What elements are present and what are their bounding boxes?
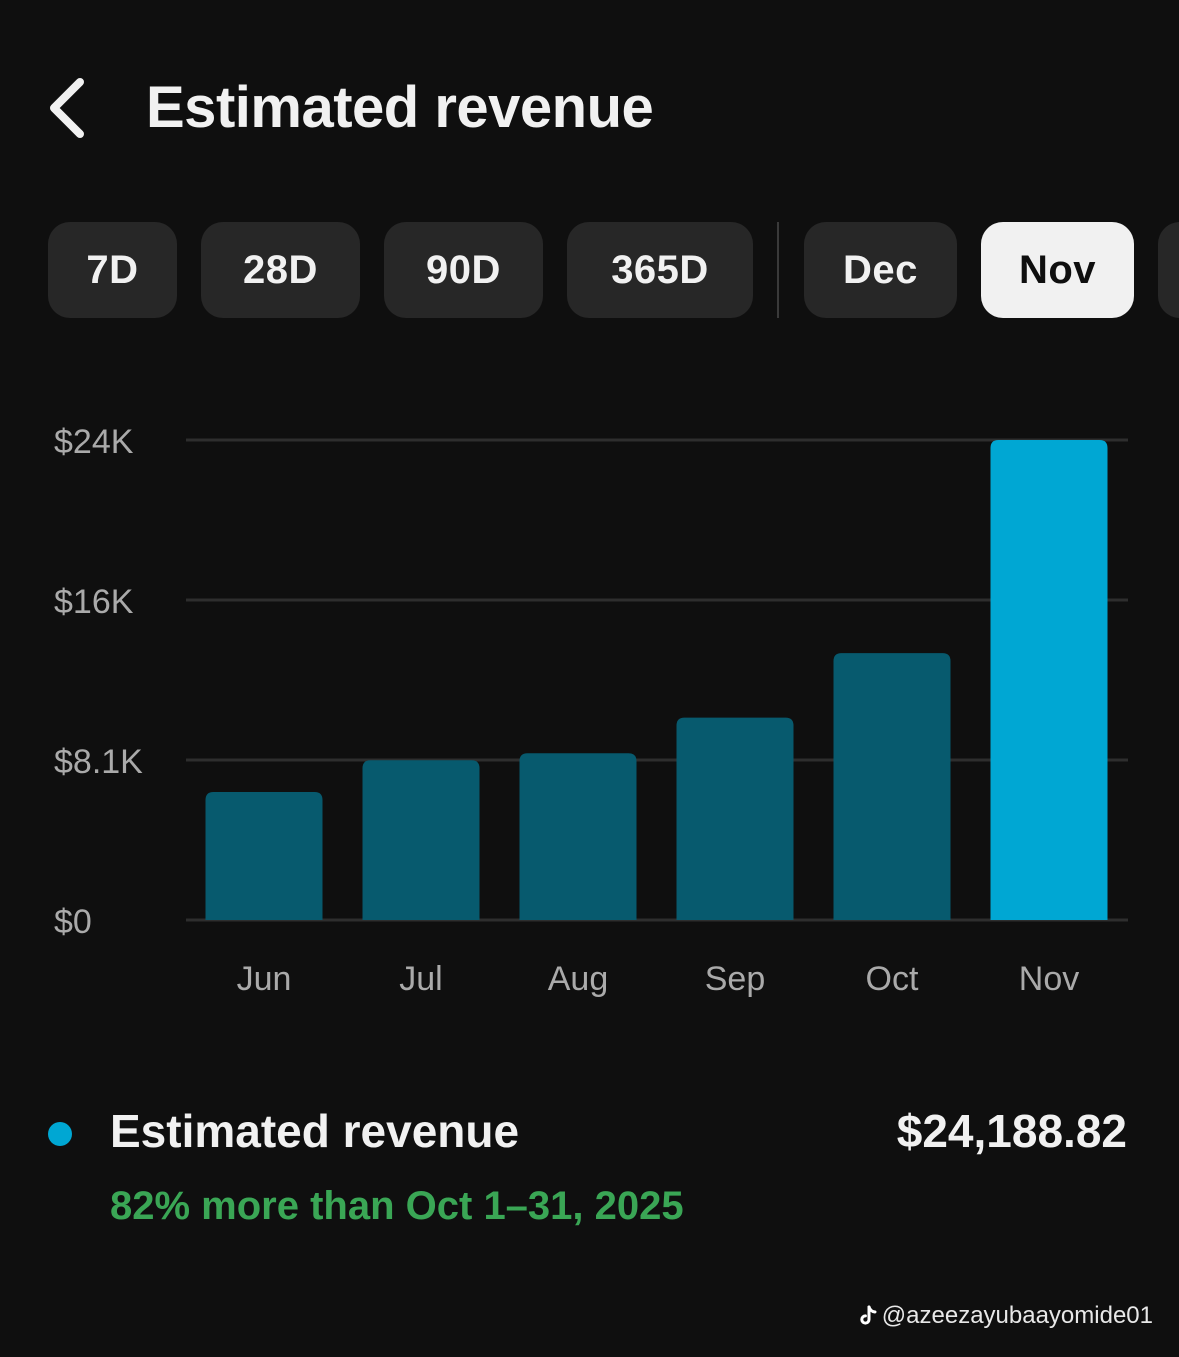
y-tick-label: $8.1K: [54, 743, 143, 781]
legend-value: $24,188.82: [896, 1105, 1127, 1157]
chip-nov[interactable]: Nov: [981, 222, 1134, 318]
x-tick-label: Jun: [237, 960, 292, 998]
x-tick-label: Oct: [866, 960, 919, 998]
bar-nov: [990, 440, 1108, 920]
chip-7d[interactable]: 7D: [48, 222, 177, 318]
page-title: Estimated revenue: [146, 75, 654, 140]
legend-dot: [48, 1122, 72, 1146]
x-tick-label: Aug: [548, 960, 609, 998]
period-selector: 7D 28D 90D 365D Dec Nov: [0, 222, 1179, 318]
chip-next-partial[interactable]: [1158, 222, 1179, 318]
chip-90d[interactable]: 90D: [384, 222, 543, 318]
tiktok-icon: [860, 1305, 877, 1325]
chevron-left-icon: [50, 78, 84, 138]
legend-label: Estimated revenue: [110, 1105, 520, 1157]
x-tick-label: Jul: [399, 960, 442, 998]
bar-oct: [833, 653, 951, 920]
bar-jul: [362, 760, 480, 920]
y-tick-label: $0: [54, 903, 92, 941]
revenue-bar-chart: $0 $8.1K $16K $24K Jun Jul Aug Sep Oct Nov: [54, 423, 1128, 998]
bar-aug: [519, 753, 637, 920]
back-button[interactable]: [40, 70, 100, 146]
chip-28d[interactable]: 28D: [201, 222, 360, 318]
header: Estimated revenue: [0, 0, 1179, 200]
x-tick-label: Nov: [1019, 960, 1079, 998]
y-tick-label: $16K: [54, 583, 134, 621]
comparison-text: 82% more than Oct 1–31, 2025: [110, 1184, 684, 1228]
chip-dec[interactable]: Dec: [804, 222, 957, 318]
chip-365d[interactable]: 365D: [567, 222, 753, 318]
watermark: @azeezayubaayomide01: [858, 1302, 1153, 1330]
revenue-chart: $0 $8.1K $16K $24K Jun Jul Aug Sep Oct Nov: [0, 400, 1179, 1020]
chip-divider: [777, 222, 779, 318]
watermark-text: @azeezayubaayomide01: [881, 1302, 1153, 1329]
y-tick-label: $24K: [54, 423, 134, 461]
bar-jun: [205, 792, 323, 920]
bar-sep: [676, 717, 794, 920]
x-tick-label: Sep: [705, 960, 766, 998]
